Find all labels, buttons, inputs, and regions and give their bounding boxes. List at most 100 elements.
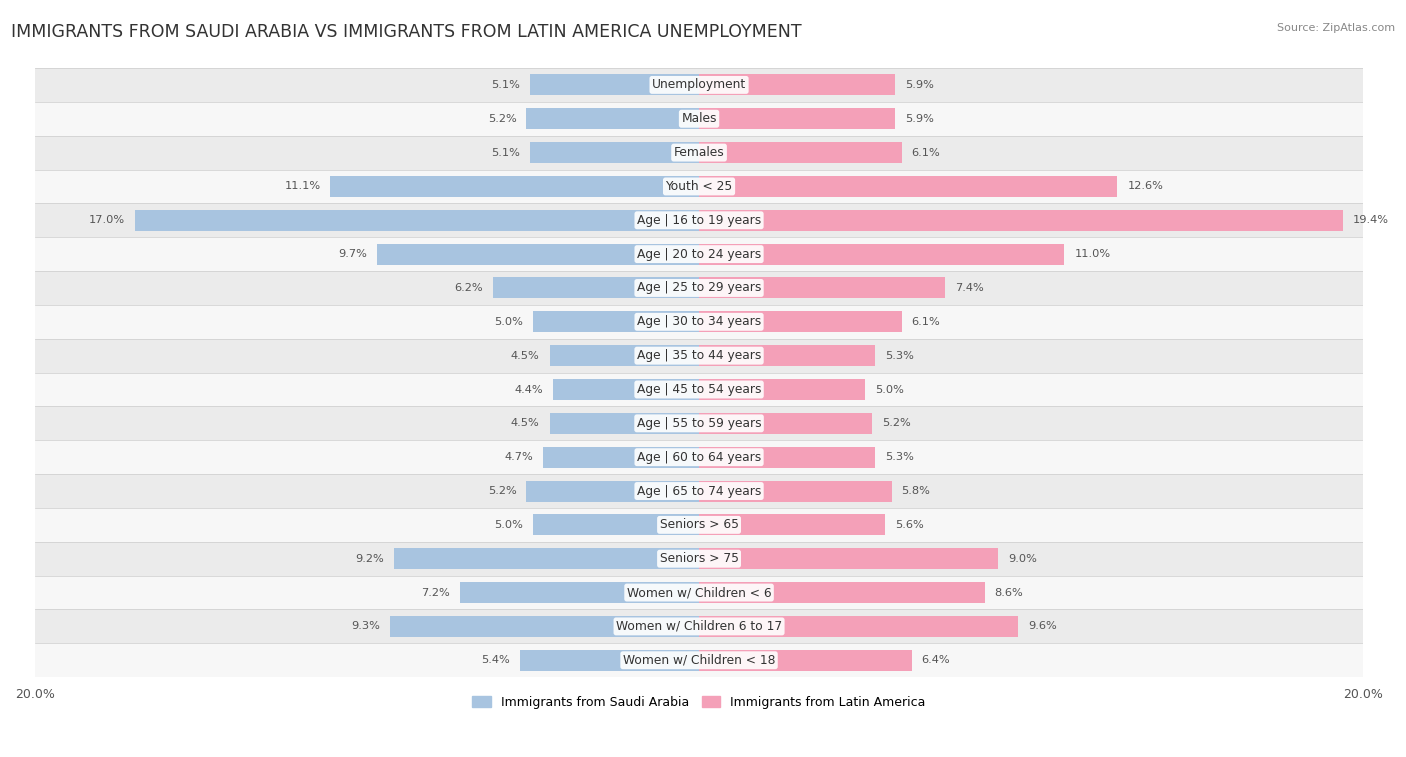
Text: IMMIGRANTS FROM SAUDI ARABIA VS IMMIGRANTS FROM LATIN AMERICA UNEMPLOYMENT: IMMIGRANTS FROM SAUDI ARABIA VS IMMIGRAN… — [11, 23, 801, 41]
Text: 5.0%: 5.0% — [875, 385, 904, 394]
Text: 19.4%: 19.4% — [1353, 215, 1389, 226]
Bar — [699, 74, 896, 95]
Text: Age | 20 to 24 years: Age | 20 to 24 years — [637, 248, 761, 260]
Bar — [699, 582, 984, 603]
Text: 6.1%: 6.1% — [911, 148, 941, 157]
Text: Age | 30 to 34 years: Age | 30 to 34 years — [637, 316, 761, 329]
Text: 5.2%: 5.2% — [488, 486, 516, 496]
Text: Women w/ Children 6 to 17: Women w/ Children 6 to 17 — [616, 620, 782, 633]
Bar — [35, 372, 1364, 407]
Bar — [530, 74, 699, 95]
Bar — [699, 345, 875, 366]
Bar — [699, 413, 872, 434]
Bar — [526, 108, 699, 129]
Text: Age | 16 to 19 years: Age | 16 to 19 years — [637, 213, 761, 227]
Text: Age | 65 to 74 years: Age | 65 to 74 years — [637, 484, 761, 497]
Legend: Immigrants from Saudi Arabia, Immigrants from Latin America: Immigrants from Saudi Arabia, Immigrants… — [467, 690, 931, 714]
Text: Youth < 25: Youth < 25 — [665, 180, 733, 193]
Bar — [520, 650, 699, 671]
Bar — [533, 311, 699, 332]
Text: 5.4%: 5.4% — [481, 656, 510, 665]
Bar — [35, 542, 1364, 575]
Bar — [135, 210, 699, 231]
Bar — [699, 650, 911, 671]
Text: Age | 45 to 54 years: Age | 45 to 54 years — [637, 383, 761, 396]
Text: 5.3%: 5.3% — [884, 350, 914, 360]
Bar — [699, 244, 1064, 265]
Text: 4.4%: 4.4% — [515, 385, 543, 394]
Bar — [35, 68, 1364, 102]
Text: 11.0%: 11.0% — [1074, 249, 1111, 259]
Text: 6.4%: 6.4% — [921, 656, 950, 665]
Text: 9.7%: 9.7% — [337, 249, 367, 259]
Text: 17.0%: 17.0% — [89, 215, 125, 226]
Text: 9.3%: 9.3% — [352, 621, 380, 631]
Text: Age | 35 to 44 years: Age | 35 to 44 years — [637, 349, 761, 362]
Bar — [699, 447, 875, 468]
Bar — [550, 413, 699, 434]
Bar — [553, 379, 699, 400]
Bar — [35, 643, 1364, 678]
Bar — [699, 515, 884, 535]
Bar — [543, 447, 699, 468]
Bar — [699, 481, 891, 502]
Text: Males: Males — [682, 112, 717, 125]
Text: 5.9%: 5.9% — [905, 80, 934, 90]
Bar — [35, 271, 1364, 305]
Text: 5.2%: 5.2% — [882, 419, 911, 428]
Bar — [550, 345, 699, 366]
Text: Seniors > 65: Seniors > 65 — [659, 519, 738, 531]
Bar — [699, 176, 1118, 197]
Text: Females: Females — [673, 146, 724, 159]
Bar — [533, 515, 699, 535]
Bar — [35, 338, 1364, 372]
Bar — [377, 244, 699, 265]
Bar — [35, 508, 1364, 542]
Bar — [35, 237, 1364, 271]
Text: 8.6%: 8.6% — [994, 587, 1024, 597]
Text: Age | 25 to 29 years: Age | 25 to 29 years — [637, 282, 761, 294]
Bar — [530, 142, 699, 163]
Bar — [394, 548, 699, 569]
Text: Unemployment: Unemployment — [652, 79, 747, 92]
Text: 7.2%: 7.2% — [422, 587, 450, 597]
Bar — [699, 379, 865, 400]
Bar — [460, 582, 699, 603]
Text: Women w/ Children < 6: Women w/ Children < 6 — [627, 586, 772, 599]
Text: 5.0%: 5.0% — [494, 520, 523, 530]
Text: 6.2%: 6.2% — [454, 283, 484, 293]
Bar — [526, 481, 699, 502]
Text: 4.7%: 4.7% — [505, 452, 533, 463]
Text: 9.2%: 9.2% — [354, 553, 384, 564]
Bar — [35, 609, 1364, 643]
Bar — [35, 102, 1364, 136]
Text: 9.0%: 9.0% — [1008, 553, 1036, 564]
Bar — [35, 575, 1364, 609]
Text: Seniors > 75: Seniors > 75 — [659, 552, 738, 565]
Text: Age | 55 to 59 years: Age | 55 to 59 years — [637, 417, 762, 430]
Bar — [35, 305, 1364, 338]
Bar — [699, 548, 998, 569]
Text: 11.1%: 11.1% — [284, 182, 321, 192]
Text: 5.0%: 5.0% — [494, 317, 523, 327]
Bar — [699, 311, 901, 332]
Text: 5.3%: 5.3% — [884, 452, 914, 463]
Bar — [35, 407, 1364, 441]
Bar — [699, 108, 896, 129]
Text: Women w/ Children < 18: Women w/ Children < 18 — [623, 654, 775, 667]
Text: 12.6%: 12.6% — [1128, 182, 1163, 192]
Text: Source: ZipAtlas.com: Source: ZipAtlas.com — [1277, 23, 1395, 33]
Text: 6.1%: 6.1% — [911, 317, 941, 327]
Text: 9.6%: 9.6% — [1028, 621, 1056, 631]
Bar — [699, 278, 945, 298]
Bar — [494, 278, 699, 298]
Bar — [35, 136, 1364, 170]
Bar — [699, 210, 1343, 231]
Text: 5.1%: 5.1% — [491, 148, 520, 157]
Text: 5.8%: 5.8% — [901, 486, 931, 496]
Bar — [699, 142, 901, 163]
Text: 5.9%: 5.9% — [905, 114, 934, 123]
Text: 4.5%: 4.5% — [510, 350, 540, 360]
Bar — [35, 170, 1364, 204]
Bar — [330, 176, 699, 197]
